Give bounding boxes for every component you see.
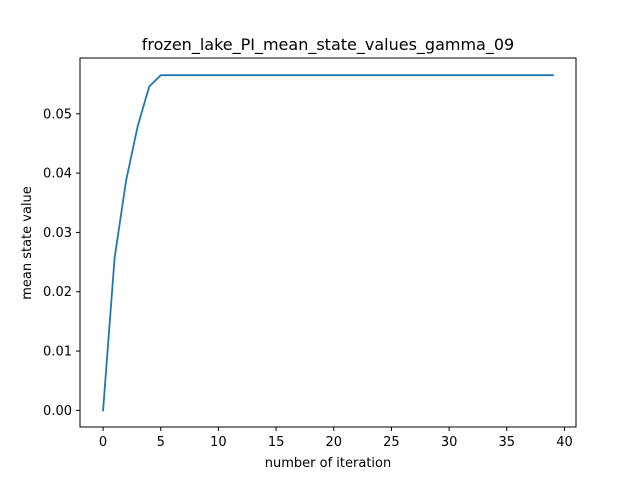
x-tick-label: 5 [157,435,165,450]
x-axis-label: number of iteration [265,456,391,471]
y-tick-label: 0.05 [43,107,72,122]
x-tick-label: 30 [441,435,458,450]
x-tick-label: 40 [556,435,573,450]
y-axis-label: mean state value [20,186,35,300]
x-tick-label: 20 [325,435,342,450]
y-tick-label: 0.04 [43,167,72,182]
y-tick-label: 0.02 [43,285,72,300]
x-tick-label: 25 [383,435,400,450]
series-line-0 [102,74,554,412]
x-tick-label: 35 [499,435,516,450]
axes-frame [79,57,577,428]
plot-area: 0 5 10 15 20 25 30 35 40 0.00 0.01 0.02 0.03 0.04 0.05 [43,57,577,450]
x-tick-label: 0 [99,435,107,450]
x-tick-label: 15 [268,435,285,450]
y-tick-label: 0.00 [43,404,72,419]
y-tick-label: 0.03 [43,226,72,241]
chart-title: frozen_lake_PI_mean_state_values_gamma_0… [142,35,514,55]
x-tick-label: 10 [210,435,227,450]
y-tick-label: 0.01 [43,345,72,360]
